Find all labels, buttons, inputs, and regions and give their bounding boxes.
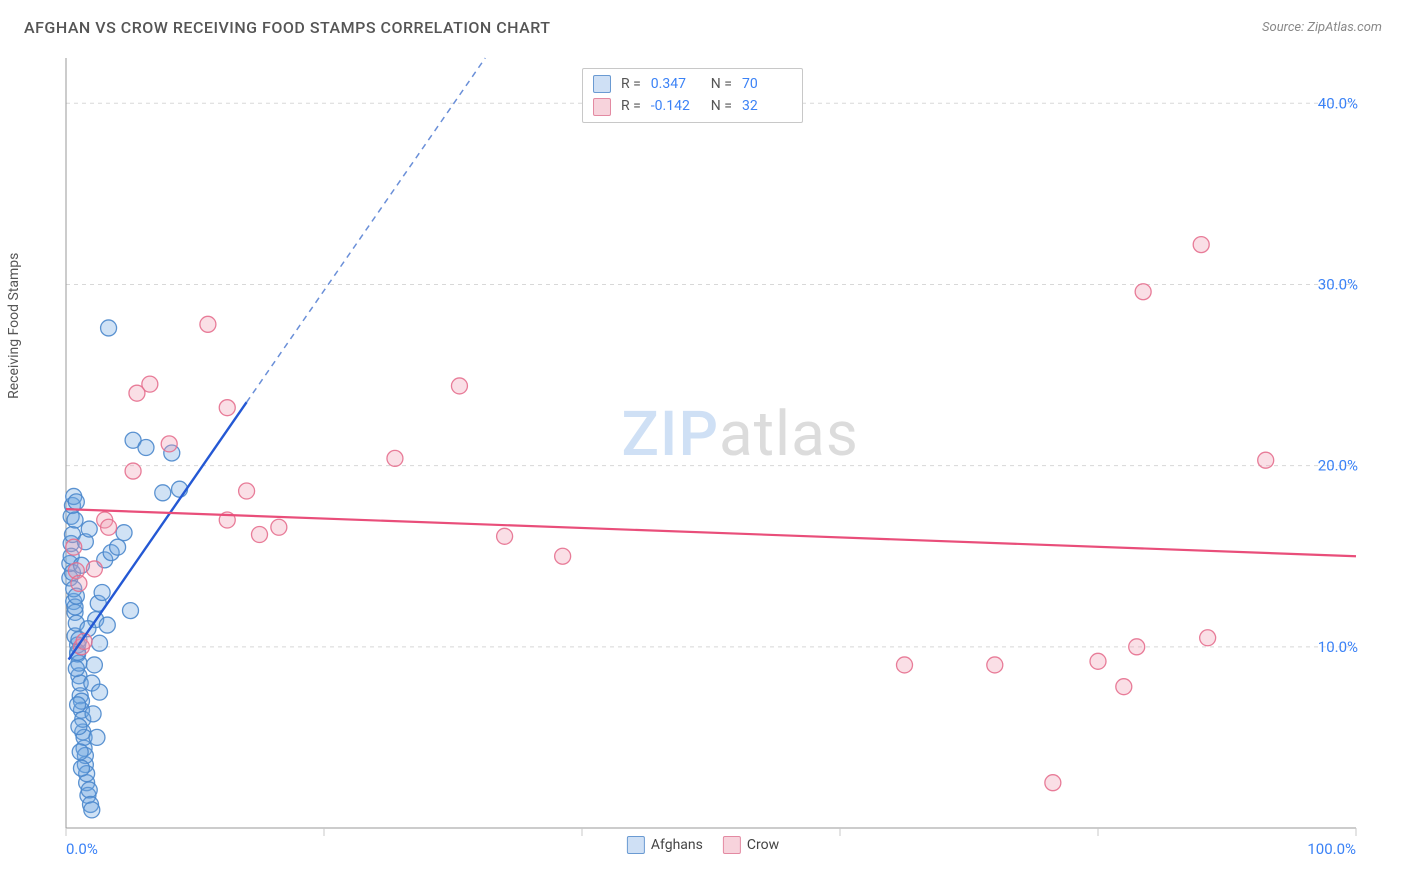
chart-container: Receiving Food Stamps 10.0%20.0%30.0%40.… [24, 50, 1382, 878]
data-point [497, 528, 513, 544]
ytick-label: 30.0% [1318, 275, 1358, 293]
data-point [73, 760, 89, 776]
info-row: R = -0.142 N = 32 [593, 95, 792, 117]
data-point [987, 657, 1003, 673]
data-point [92, 684, 108, 700]
data-point [1200, 630, 1216, 646]
n-label: N = [711, 95, 732, 117]
n-value: 70 [742, 73, 792, 95]
correlation-info-box: R = 0.347 N = 70 R = -0.142 N = 32 [582, 68, 803, 123]
data-point [155, 485, 171, 501]
legend-label: Afghans [651, 837, 703, 853]
chart-title: AFGHAN VS CROW RECEIVING FOOD STAMPS COR… [24, 18, 551, 37]
data-point [142, 376, 158, 392]
data-point [101, 519, 117, 535]
legend: Afghans Crow [627, 836, 779, 854]
data-point [161, 436, 177, 452]
data-point [239, 483, 255, 499]
data-point [101, 320, 117, 336]
data-point [110, 539, 126, 555]
data-point [94, 584, 110, 600]
data-point [138, 440, 154, 456]
data-point [1135, 284, 1151, 300]
data-point [1090, 653, 1106, 669]
r-value: -0.142 [651, 95, 701, 117]
ytick-label: 40.0% [1318, 94, 1358, 112]
data-point [71, 575, 87, 591]
data-point [252, 526, 268, 542]
ytick-label: 20.0% [1318, 457, 1358, 475]
data-point [81, 521, 97, 537]
data-point [85, 706, 101, 722]
data-point [200, 316, 216, 332]
data-point [125, 463, 141, 479]
data-point [67, 512, 83, 528]
data-point [1129, 639, 1145, 655]
swatch-blue [627, 836, 645, 854]
data-point [387, 450, 403, 466]
data-point [68, 494, 84, 510]
data-point [84, 802, 100, 818]
xtick-label: 0.0% [66, 840, 98, 858]
data-point [451, 378, 467, 394]
swatch-pink [593, 98, 611, 116]
data-point [1116, 679, 1132, 695]
r-label: R = [621, 95, 641, 117]
swatch-blue [593, 75, 611, 93]
data-point [72, 744, 88, 760]
n-label: N = [711, 73, 732, 95]
info-row: R = 0.347 N = 70 [593, 73, 792, 95]
legend-label: Crow [747, 837, 779, 853]
data-point [271, 519, 287, 535]
data-point [89, 729, 105, 745]
legend-item: Afghans [627, 836, 703, 854]
regression-line-afghans-dash [247, 58, 486, 402]
data-point [555, 548, 571, 564]
source-label: Source: ZipAtlas.com [1262, 20, 1382, 35]
data-point [68, 661, 84, 677]
data-point [86, 561, 102, 577]
r-label: R = [621, 73, 641, 95]
data-point [116, 525, 132, 541]
data-point [123, 603, 139, 619]
y-axis-label: Receiving Food Stamps [6, 253, 22, 399]
data-point [86, 657, 102, 673]
data-point [99, 617, 115, 633]
scatter-chart: 10.0% 20.0% 30.0% 40.0% 0.0% 100.0% [24, 50, 1384, 870]
data-point [66, 539, 82, 555]
legend-item: Crow [723, 836, 779, 854]
data-point [71, 719, 87, 735]
data-point [1193, 237, 1209, 253]
data-point [1258, 452, 1274, 468]
data-point [81, 782, 97, 798]
data-point [70, 697, 86, 713]
swatch-pink [723, 836, 741, 854]
data-point [92, 635, 108, 651]
r-value: 0.347 [651, 73, 701, 95]
n-value: 32 [742, 95, 792, 117]
ytick-label: 10.0% [1318, 638, 1358, 656]
data-point [1045, 775, 1061, 791]
xtick-label: 100.0% [1307, 840, 1356, 858]
data-point [219, 400, 235, 416]
data-point [897, 657, 913, 673]
